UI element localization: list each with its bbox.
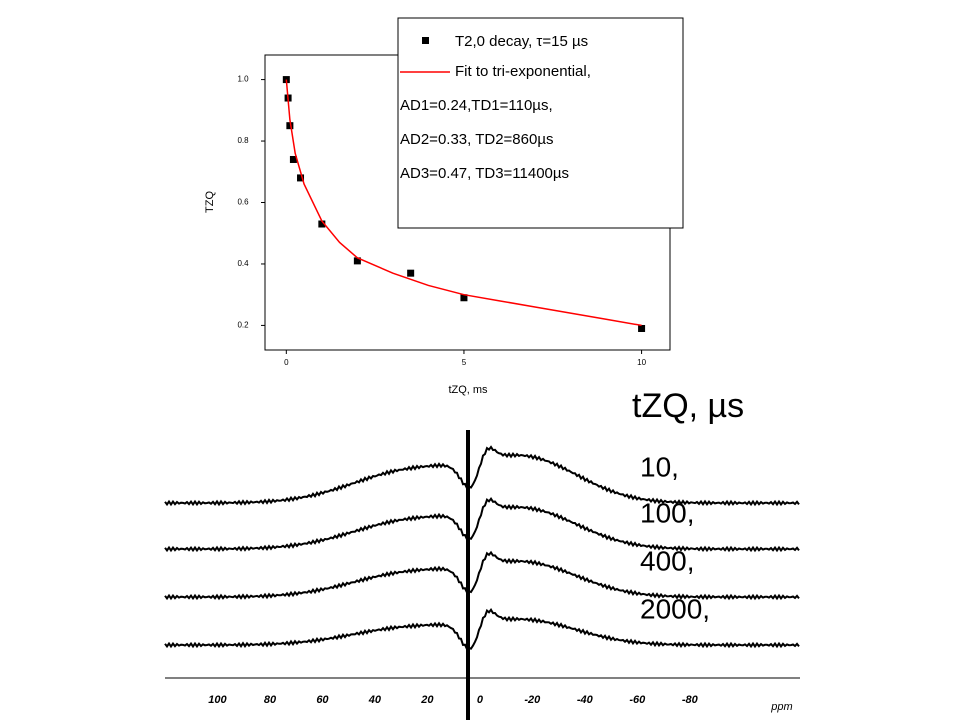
data-point <box>638 324 646 332</box>
x-tick-label: -20 <box>524 694 541 706</box>
x-tick-label: 20 <box>420 694 434 706</box>
data-point <box>353 257 361 265</box>
x-tick-label: -60 <box>629 694 646 706</box>
legend-entry: T2,0 decay, τ=15 µs <box>455 33 588 50</box>
x-tick-label: 10 <box>637 358 646 367</box>
panel-title: tZQ, µs <box>632 387 744 425</box>
series-label: 400, <box>640 545 695 576</box>
data-point <box>318 220 326 228</box>
x-tick-label: -80 <box>682 694 699 706</box>
x-axis-label: tZQ, ms <box>448 384 488 396</box>
series-label: 100, <box>640 497 695 528</box>
fit-parameters: AD1=0.24,TD1=110µs, <box>400 97 553 114</box>
y-tick-label: 0.6 <box>237 198 249 207</box>
y-tick-label: 0.2 <box>237 321 249 330</box>
data-point <box>407 269 415 277</box>
fit-parameters: AD3=0.47, TD3=11400µs <box>400 165 569 182</box>
legend-entry: Fit to tri-exponential, <box>455 63 591 80</box>
x-tick-label: 60 <box>316 694 329 706</box>
data-point <box>286 122 294 130</box>
x-axis-label: ppm <box>770 701 792 713</box>
fit-line <box>285 79 642 327</box>
x-tick-label: 5 <box>462 358 467 367</box>
spectrum <box>164 445 800 507</box>
spectrum <box>164 496 800 553</box>
x-tick-label: 100 <box>208 694 227 706</box>
y-tick-label: 0.8 <box>237 136 249 145</box>
series-label: 10, <box>640 451 679 482</box>
x-tick-label: 40 <box>368 694 382 706</box>
spectrum <box>164 608 800 651</box>
legend-box <box>397 17 684 229</box>
x-tick-label: -40 <box>577 694 594 706</box>
data-point <box>297 174 305 182</box>
x-tick-label: 0 <box>284 358 289 367</box>
data-point <box>460 294 468 302</box>
y-tick-label: 0.4 <box>237 259 249 268</box>
y-axis-label: TZQ <box>204 191 216 213</box>
x-tick-label: 0 <box>477 694 484 706</box>
data-point <box>289 155 297 163</box>
y-tick-label: 1.0 <box>237 75 249 84</box>
legend-marker <box>422 37 429 44</box>
fit-parameters: AD2=0.33, TD2=860µs <box>400 131 553 148</box>
series-label: 2000, <box>640 593 710 624</box>
x-tick-label: 80 <box>264 694 277 706</box>
spectrum <box>164 550 800 601</box>
